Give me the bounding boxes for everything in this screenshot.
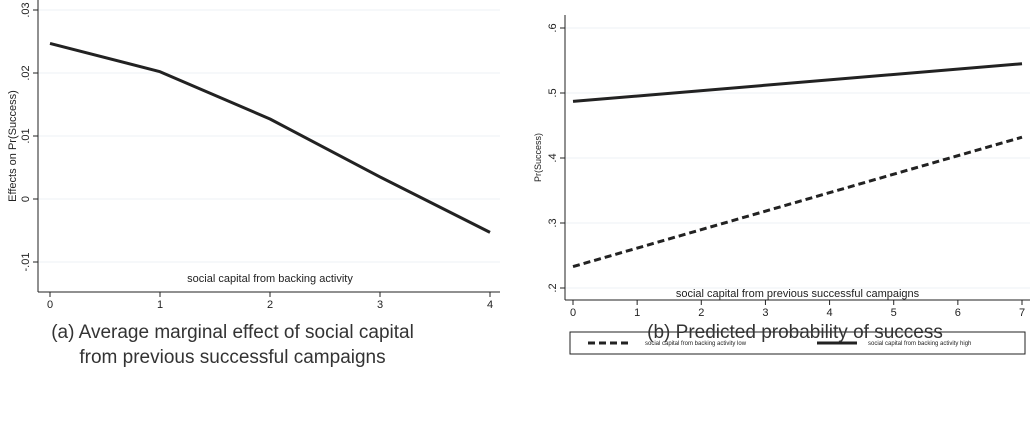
- caption-b: (b) Predicted probability of success: [647, 322, 943, 343]
- x-axis-title: social capital from backing activity: [187, 273, 353, 285]
- legend-label: social capital from backing activity low: [645, 341, 747, 347]
- x-tick-label: 0: [47, 299, 53, 311]
- y-tick-label: .02: [20, 65, 32, 80]
- x-axis-title: social capital from previous successful …: [676, 288, 920, 300]
- y-tick-label: .01: [20, 128, 32, 143]
- x-tick-label: 0: [570, 307, 576, 319]
- y-tick-label: .2: [547, 283, 559, 292]
- series-line: [572, 62, 1023, 103]
- x-tick-label: 2: [267, 299, 273, 311]
- x-tick-label: 3: [377, 299, 383, 311]
- x-tick-label: 4: [487, 299, 493, 311]
- y-tick-label: .6: [547, 23, 559, 32]
- x-tick-label: 5: [891, 307, 897, 319]
- x-tick-label: 6: [955, 307, 961, 319]
- y-tick-label: -.01: [20, 253, 32, 272]
- legend-box: [569, 331, 1026, 355]
- x-tick-label: 1: [157, 299, 163, 311]
- x-tick-label: 4: [827, 307, 833, 319]
- chart-b-legend: social capital from backing activity low…: [569, 331, 1026, 355]
- y-axis-title: Pr(Success): [533, 133, 543, 182]
- y-tick-label: 0: [20, 196, 32, 202]
- chart-b-predicted-probability: .2 .3 .4 .5 .6 0 1 2 3 4 5 6 7 Pr(Success) social capi…: [533, 15, 1030, 319]
- y-tick-label: .4: [547, 153, 559, 162]
- y-tick-label: .5: [547, 88, 559, 97]
- y-axis-title: Effects on Pr(Success): [7, 90, 19, 202]
- y-tick-label: .03: [20, 2, 32, 17]
- x-tick-label: 3: [762, 307, 768, 319]
- x-tick-label: 2: [698, 307, 704, 319]
- y-tick-label: .3: [547, 218, 559, 227]
- series-line: [572, 135, 1023, 269]
- legend-label: social capital from backing activity hig…: [868, 341, 971, 347]
- x-tick-label: 7: [1019, 307, 1025, 319]
- x-tick-label: 1: [634, 307, 640, 319]
- caption-a: (a) Average marginal effect of social ca…: [51, 322, 414, 368]
- chart-a-marginal-effect: -.01 0 .01 .02 .03 0 1 2 3 4 Effects on Pr(Success…: [7, 0, 500, 311]
- series-line: [49, 41, 491, 234]
